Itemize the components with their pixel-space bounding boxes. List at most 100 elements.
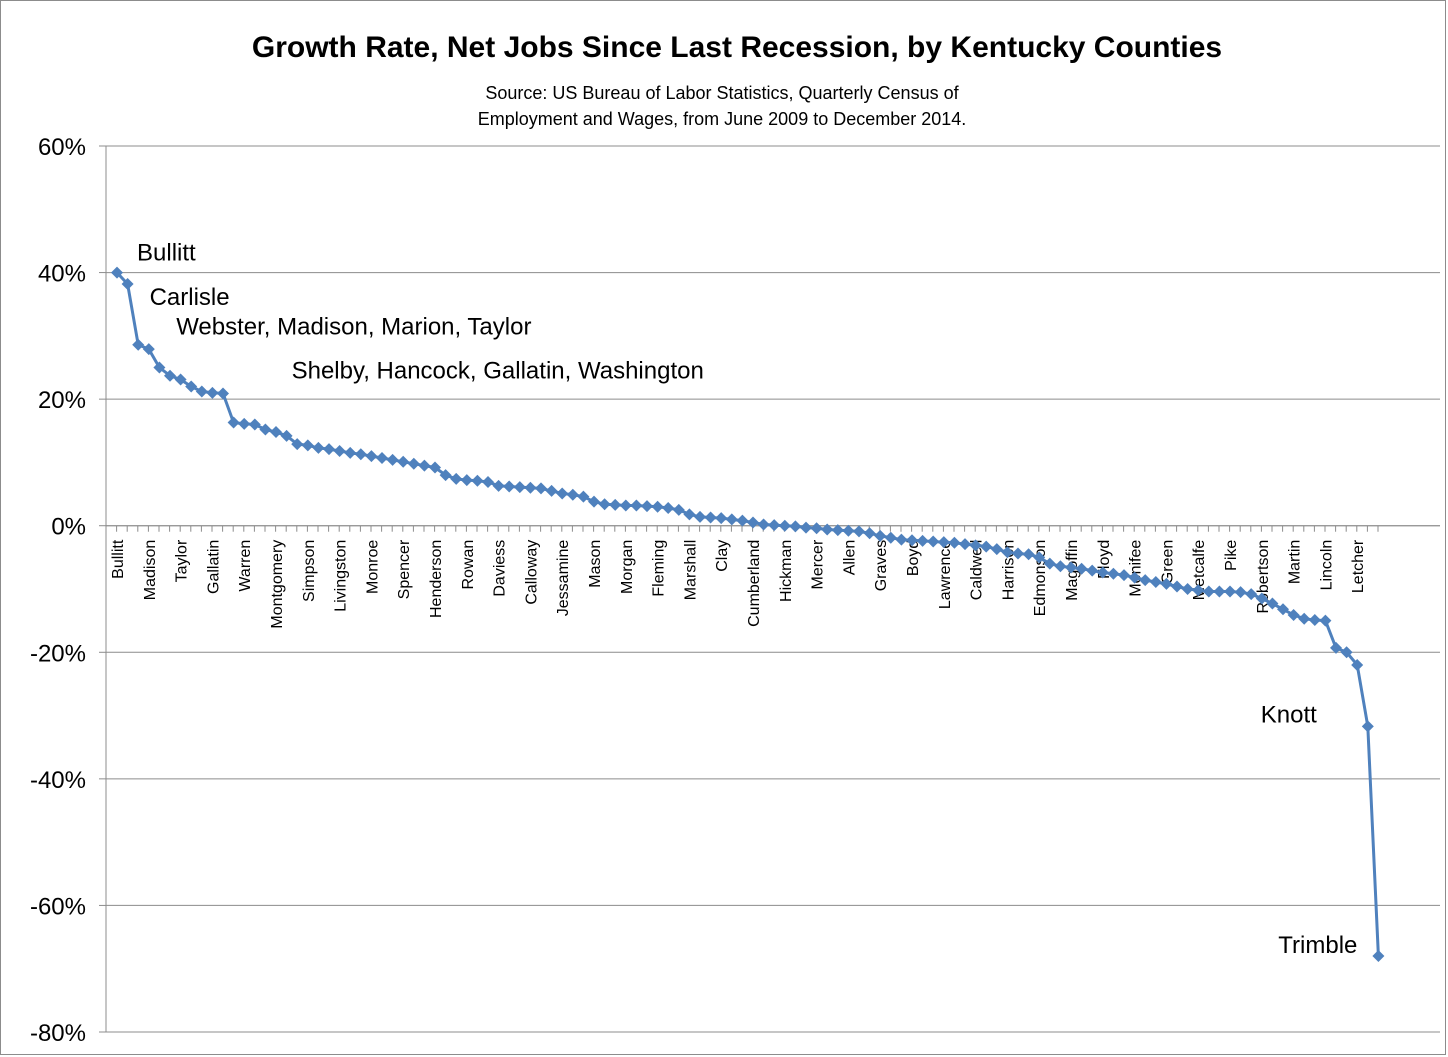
x-tick-label: Calloway	[523, 540, 540, 605]
data-point	[354, 448, 367, 461]
y-tick-label: -40%	[30, 767, 86, 794]
data-point	[831, 524, 844, 537]
data-point	[153, 361, 166, 374]
data-point	[1266, 597, 1279, 610]
data-point	[1171, 580, 1183, 593]
x-tick-label: Marshall	[682, 540, 699, 600]
data-point	[1086, 564, 1099, 577]
data-point	[1361, 720, 1374, 733]
y-tick-label: 20%	[38, 387, 86, 414]
data-point	[747, 516, 759, 529]
data-point	[1128, 571, 1141, 584]
data-point	[482, 476, 494, 489]
x-tick-label: Green	[1159, 540, 1176, 584]
data-point	[397, 455, 410, 468]
data-point	[778, 519, 791, 532]
data-point	[694, 510, 706, 523]
data-point	[429, 461, 441, 474]
data-point	[142, 343, 155, 356]
data-point	[524, 481, 537, 494]
data-point	[1340, 646, 1353, 659]
data-point	[450, 472, 463, 485]
data-point	[1160, 577, 1173, 590]
data-point	[1330, 641, 1342, 654]
data-point	[185, 380, 198, 393]
point-annotation: Webster, Madison, Marion, Taylor	[176, 314, 531, 341]
x-tick-label: Henderson	[428, 540, 445, 618]
x-tick-label: Spencer	[396, 539, 413, 599]
data-point	[418, 459, 431, 472]
data-point	[651, 500, 664, 513]
data-point	[376, 451, 388, 464]
data-point	[1308, 614, 1321, 627]
y-tick-label: 0%	[51, 514, 86, 541]
data-point	[704, 511, 717, 524]
data-point	[1033, 551, 1046, 564]
x-tick-label: Rowan	[460, 540, 477, 590]
data-point	[1075, 562, 1088, 575]
data-point	[1139, 574, 1152, 587]
data-point	[1012, 547, 1024, 560]
point-annotation: Trimble	[1278, 932, 1357, 959]
data-point	[365, 450, 378, 463]
x-tick-label: Pike	[1223, 540, 1240, 571]
point-annotation: Shelby, Hancock, Gallatin, Washington	[292, 358, 704, 385]
data-point	[906, 534, 918, 547]
x-tick-label: Metcalfe	[1191, 540, 1208, 601]
data-point	[1192, 584, 1205, 597]
data-point	[566, 488, 579, 501]
data-point	[407, 457, 420, 470]
x-tick-label: Daviess	[492, 540, 509, 597]
x-tick-label: Gallatin	[205, 540, 222, 594]
chart-title: Growth Rate, Net Jobs Since Last Recessi…	[252, 31, 1222, 64]
data-point	[948, 536, 961, 549]
data-point	[1202, 585, 1215, 598]
point-annotation: Bullitt	[137, 240, 196, 267]
data-point	[715, 512, 728, 525]
data-point	[132, 338, 145, 351]
data-point	[1298, 612, 1311, 625]
chart-subtitle-line-2: Employment and Wages, from June 2009 to …	[478, 109, 967, 129]
data-point	[810, 522, 823, 535]
data-point	[1245, 588, 1258, 601]
data-point	[248, 418, 261, 431]
data-point	[916, 534, 929, 547]
x-tick-label: Cumberland	[746, 540, 763, 627]
data-point	[725, 513, 738, 526]
data-point	[927, 535, 940, 548]
data-point	[630, 499, 643, 512]
data-point	[535, 482, 547, 495]
data-point	[863, 527, 876, 540]
x-tick-label: Clay	[714, 540, 731, 572]
data-point	[1287, 608, 1300, 621]
x-tick-label: Warren	[237, 540, 254, 592]
x-tick-label: Allen	[841, 540, 858, 576]
data-point	[937, 536, 950, 549]
data-point	[609, 498, 622, 511]
x-tick-label: Madison	[142, 540, 159, 600]
data-point	[1043, 557, 1056, 570]
data-point	[238, 417, 251, 430]
data-point	[662, 501, 675, 514]
data-point	[789, 520, 802, 533]
data-point	[312, 441, 325, 454]
data-point	[1001, 546, 1014, 559]
annotations: Bullitt Carlisle Webster, Madison, Marion,…	[137, 240, 1357, 959]
data-point	[853, 525, 865, 538]
y-tick-label: -20%	[30, 640, 86, 667]
x-tick-label: Robertson	[1255, 540, 1272, 614]
data-point	[195, 385, 208, 398]
x-tick-label: Fleming	[651, 540, 668, 597]
y-tick-label: 60%	[38, 134, 86, 161]
data-point	[270, 426, 282, 439]
x-axis: Bullitt Madison Taylor Gallatin Warren Montgo…	[106, 525, 1440, 629]
data-point	[1065, 561, 1077, 574]
data-point	[577, 490, 590, 503]
data-point	[513, 481, 526, 494]
data-point	[301, 439, 314, 452]
data-point	[291, 438, 304, 451]
data-point	[471, 474, 484, 487]
data-point	[1277, 603, 1289, 616]
